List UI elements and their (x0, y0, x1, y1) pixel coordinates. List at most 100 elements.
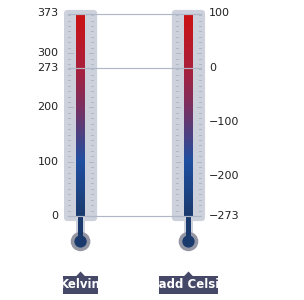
Bar (184, 52, 193, 53)
Bar (184, 101, 193, 103)
Bar (63, 276, 98, 294)
Bar (184, 45, 193, 46)
Bar (76, 135, 85, 136)
Bar (184, 106, 193, 107)
Bar (76, 189, 85, 190)
Bar (76, 156, 85, 158)
Bar (184, 28, 193, 30)
Bar (76, 42, 85, 44)
Bar (184, 167, 193, 169)
Bar (76, 147, 85, 148)
Bar (184, 50, 193, 52)
Bar (184, 201, 193, 202)
Bar (184, 32, 193, 34)
Bar (76, 37, 85, 38)
Bar (76, 24, 85, 26)
Bar (76, 40, 85, 42)
Bar (184, 49, 193, 50)
Bar (184, 118, 193, 120)
Bar (184, 154, 193, 155)
Bar (184, 117, 193, 118)
Bar (76, 61, 85, 62)
Bar (76, 38, 85, 39)
Bar (184, 137, 193, 139)
Bar (76, 100, 85, 101)
Text: 373: 373 (37, 8, 58, 19)
Bar (184, 205, 193, 206)
Bar (76, 177, 85, 178)
Bar (184, 193, 193, 194)
Bar (76, 100, 85, 101)
Bar (184, 192, 193, 193)
Bar (184, 68, 193, 69)
Bar (184, 34, 193, 35)
Bar (184, 69, 193, 70)
Bar (184, 158, 193, 159)
Bar (76, 179, 85, 181)
Bar (184, 156, 193, 158)
Bar (184, 46, 193, 47)
Bar (184, 23, 193, 24)
Bar (76, 70, 85, 71)
Bar (184, 88, 193, 90)
Bar (76, 125, 85, 126)
Bar (184, 181, 193, 182)
Bar (184, 125, 193, 126)
Bar (184, 57, 193, 58)
Bar (76, 143, 85, 144)
Bar (76, 35, 85, 37)
Bar (76, 45, 85, 46)
Bar (76, 30, 85, 31)
Bar (184, 77, 193, 78)
Bar (184, 124, 193, 125)
Bar (184, 113, 193, 114)
Bar (76, 159, 85, 160)
Bar (184, 93, 193, 94)
Bar (76, 73, 85, 74)
Bar (76, 31, 85, 32)
Bar (184, 149, 193, 151)
Bar (184, 136, 193, 137)
Bar (184, 155, 193, 156)
Text: 100: 100 (37, 157, 58, 167)
FancyBboxPatch shape (172, 10, 205, 221)
Bar (184, 54, 193, 56)
Bar (184, 40, 193, 42)
Bar (184, 53, 193, 54)
Bar (184, 71, 193, 72)
Bar (184, 72, 193, 73)
Bar (184, 172, 193, 174)
Bar (184, 204, 193, 205)
Bar (76, 124, 85, 125)
Bar (184, 76, 193, 77)
Bar (76, 118, 85, 120)
Bar (76, 120, 85, 121)
Bar (184, 30, 193, 31)
Bar (184, 87, 193, 88)
Bar (76, 97, 85, 98)
Text: 200: 200 (37, 102, 58, 112)
Bar (184, 109, 193, 110)
Bar (184, 83, 193, 84)
Bar (184, 94, 193, 95)
Bar (184, 190, 193, 192)
Bar (76, 49, 85, 50)
Bar (184, 27, 193, 28)
Bar (184, 81, 193, 82)
Bar (184, 18, 193, 19)
Bar (76, 60, 85, 61)
Bar (184, 60, 193, 61)
Bar (76, 116, 85, 117)
Bar (184, 159, 193, 160)
Bar (184, 58, 193, 60)
Bar (76, 169, 85, 170)
Bar (76, 211, 85, 212)
Bar (184, 175, 193, 177)
Bar (184, 85, 193, 87)
Bar (184, 133, 193, 135)
Bar (184, 120, 193, 121)
Bar (76, 32, 85, 34)
Bar (184, 100, 193, 101)
Bar (76, 46, 85, 47)
Bar (76, 152, 85, 154)
